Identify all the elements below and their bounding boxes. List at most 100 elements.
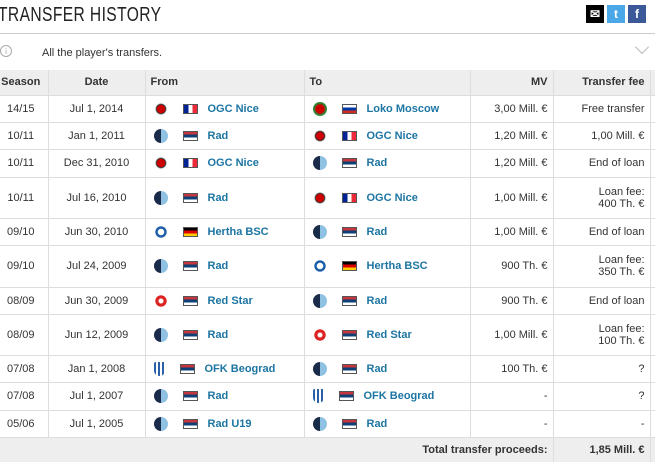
market-value: 100 Th. € <box>470 354 554 382</box>
club-crest-icon[interactable] <box>153 224 168 239</box>
russia-flag-icon <box>341 103 357 114</box>
table-row: 05/06 Jul 1, 2005 Rad U19 Rad - - <box>0 409 655 437</box>
serbia-flag-icon <box>182 329 198 340</box>
club-crest-icon[interactable] <box>312 416 327 431</box>
fee-line: End of loan <box>588 225 645 238</box>
to-club-link[interactable]: Hertha BSC <box>366 260 428 272</box>
club-crest-icon[interactable] <box>312 327 327 342</box>
date: Jun 12, 2009 <box>48 313 146 355</box>
col-mv: MV <box>470 70 554 95</box>
club-crest-icon[interactable] <box>312 156 327 170</box>
serbia-flag-icon <box>338 391 354 401</box>
from-club-link[interactable]: Red Star <box>207 294 253 307</box>
season: 09/10 <box>0 244 49 287</box>
table-row: 10/11 Dec 31, 2010 OGC Nice Rad 1,20 Mil… <box>0 148 655 177</box>
club-crest-icon[interactable] <box>312 361 327 376</box>
france-flag-icon <box>341 192 357 203</box>
date: Jul 24, 2009 <box>48 244 146 287</box>
date: Jan 1, 2008 <box>48 354 146 382</box>
transfer-fee: - <box>553 409 651 437</box>
serbia-flag-icon <box>179 363 195 374</box>
from-club-link[interactable]: OGC Nice <box>207 157 259 169</box>
col-fee: Transfer fee <box>553 70 651 95</box>
club-crest-icon[interactable] <box>312 224 327 239</box>
table-row: 07/08 Jul 1, 2007 Rad OFK Beograd - ? <box>0 381 655 410</box>
season: 05/06 <box>0 409 49 437</box>
to-club-link[interactable]: OGC Nice <box>366 129 418 142</box>
from-club-link[interactable]: Hertha BSC <box>207 225 269 238</box>
transfer-fee: Loan fee: 400 Th. € <box>553 176 651 218</box>
transfer-fee: 1,00 Mill. € <box>553 121 651 149</box>
total-value: 1,85 Mill. € <box>553 436 651 462</box>
club-crest-icon[interactable] <box>153 156 168 170</box>
to-club-link[interactable]: Rad <box>366 362 388 375</box>
date: Jul 16, 2010 <box>48 176 146 218</box>
from-club-link[interactable]: Rad <box>207 328 229 341</box>
to-club-link[interactable]: Rad <box>366 157 388 169</box>
fee-line: Loan fee: <box>598 185 645 198</box>
club-crest-icon[interactable] <box>153 416 168 431</box>
transfer-fee: Loan fee: 350 Th. € <box>553 244 651 287</box>
serbia-flag-icon <box>341 363 357 374</box>
serbia-flag-icon <box>182 130 198 141</box>
club-crest-icon[interactable] <box>153 190 168 205</box>
table-row: 07/08 Jan 1, 2008 OFK Beograd Rad 100 Th… <box>0 354 655 382</box>
date: Jul 1, 2014 <box>48 94 146 122</box>
to-club-link[interactable]: Rad <box>366 225 388 238</box>
club-crest-icon[interactable] <box>312 389 324 403</box>
from-club-link[interactable]: Rad <box>207 191 229 204</box>
fee-line: End of loan <box>588 157 645 169</box>
from-club-link[interactable]: Rad <box>207 129 229 142</box>
to-club-link[interactable]: Rad <box>366 294 388 307</box>
club-crest-icon[interactable] <box>153 361 165 376</box>
twitter-icon[interactable]: t <box>607 5 625 23</box>
serbia-flag-icon <box>182 418 198 429</box>
market-value: 900 Th. € <box>470 286 554 314</box>
to-club-link[interactable]: Red Star <box>366 328 412 341</box>
club-crest-icon[interactable] <box>153 128 168 143</box>
info-icon[interactable]: i <box>0 45 12 57</box>
to-club-link[interactable]: Loko Moscow <box>366 102 440 115</box>
fee-line: ? <box>638 362 645 375</box>
chevron-down-icon[interactable] <box>634 39 650 55</box>
serbia-flag-icon <box>182 391 198 401</box>
transfer-fee: Free transfer <box>553 94 651 122</box>
market-value: 3,00 Mill. € <box>470 94 554 122</box>
market-value: 1,20 Mill. € <box>470 121 554 149</box>
to-club-link[interactable]: OGC Nice <box>366 191 418 204</box>
club-crest-icon[interactable] <box>312 293 327 308</box>
transfer-fee: ? <box>553 354 651 382</box>
club-crest-icon[interactable] <box>312 128 327 143</box>
from-club-link[interactable]: Rad <box>207 260 229 272</box>
germany-flag-icon <box>341 261 357 271</box>
mail-icon[interactable]: ✉ <box>586 5 604 23</box>
fee-line: - <box>640 417 645 430</box>
club-crest-icon[interactable] <box>153 389 168 403</box>
club-crest-icon[interactable] <box>153 293 168 308</box>
page-title: TRANSFER HISTORY <box>0 4 162 26</box>
club-crest-icon[interactable] <box>312 259 327 273</box>
season: 08/09 <box>0 286 49 314</box>
season: 08/09 <box>0 313 49 355</box>
france-flag-icon <box>182 158 198 168</box>
from-club-link[interactable]: OFK Beograd <box>204 362 276 375</box>
fee-line: 1,00 Mill. € <box>591 129 645 142</box>
to-club-link[interactable]: Rad <box>366 417 388 430</box>
club-crest-icon[interactable] <box>153 101 168 116</box>
market-value: 900 Th. € <box>470 244 554 287</box>
club-crest-icon[interactable] <box>312 190 327 205</box>
date: Jul 1, 2007 <box>48 381 146 410</box>
total-label: Total transfer proceeds: <box>0 436 554 462</box>
transfer-fee: End of loan <box>553 286 651 314</box>
from-club-link[interactable]: Rad <box>207 390 229 402</box>
transfer-fee: ? <box>553 381 651 410</box>
serbia-flag-icon <box>182 261 198 271</box>
club-crest-icon[interactable] <box>312 101 327 116</box>
club-crest-icon[interactable] <box>153 259 168 273</box>
table-row: 10/11 Jan 1, 2011 Rad OGC Nice 1,20 Mill… <box>0 121 655 149</box>
to-club-link[interactable]: OFK Beograd <box>363 390 435 402</box>
from-club-link[interactable]: Rad U19 <box>207 417 252 430</box>
club-crest-icon[interactable] <box>153 327 168 342</box>
facebook-icon[interactable]: f <box>628 5 646 23</box>
from-club-link[interactable]: OGC Nice <box>207 102 259 115</box>
